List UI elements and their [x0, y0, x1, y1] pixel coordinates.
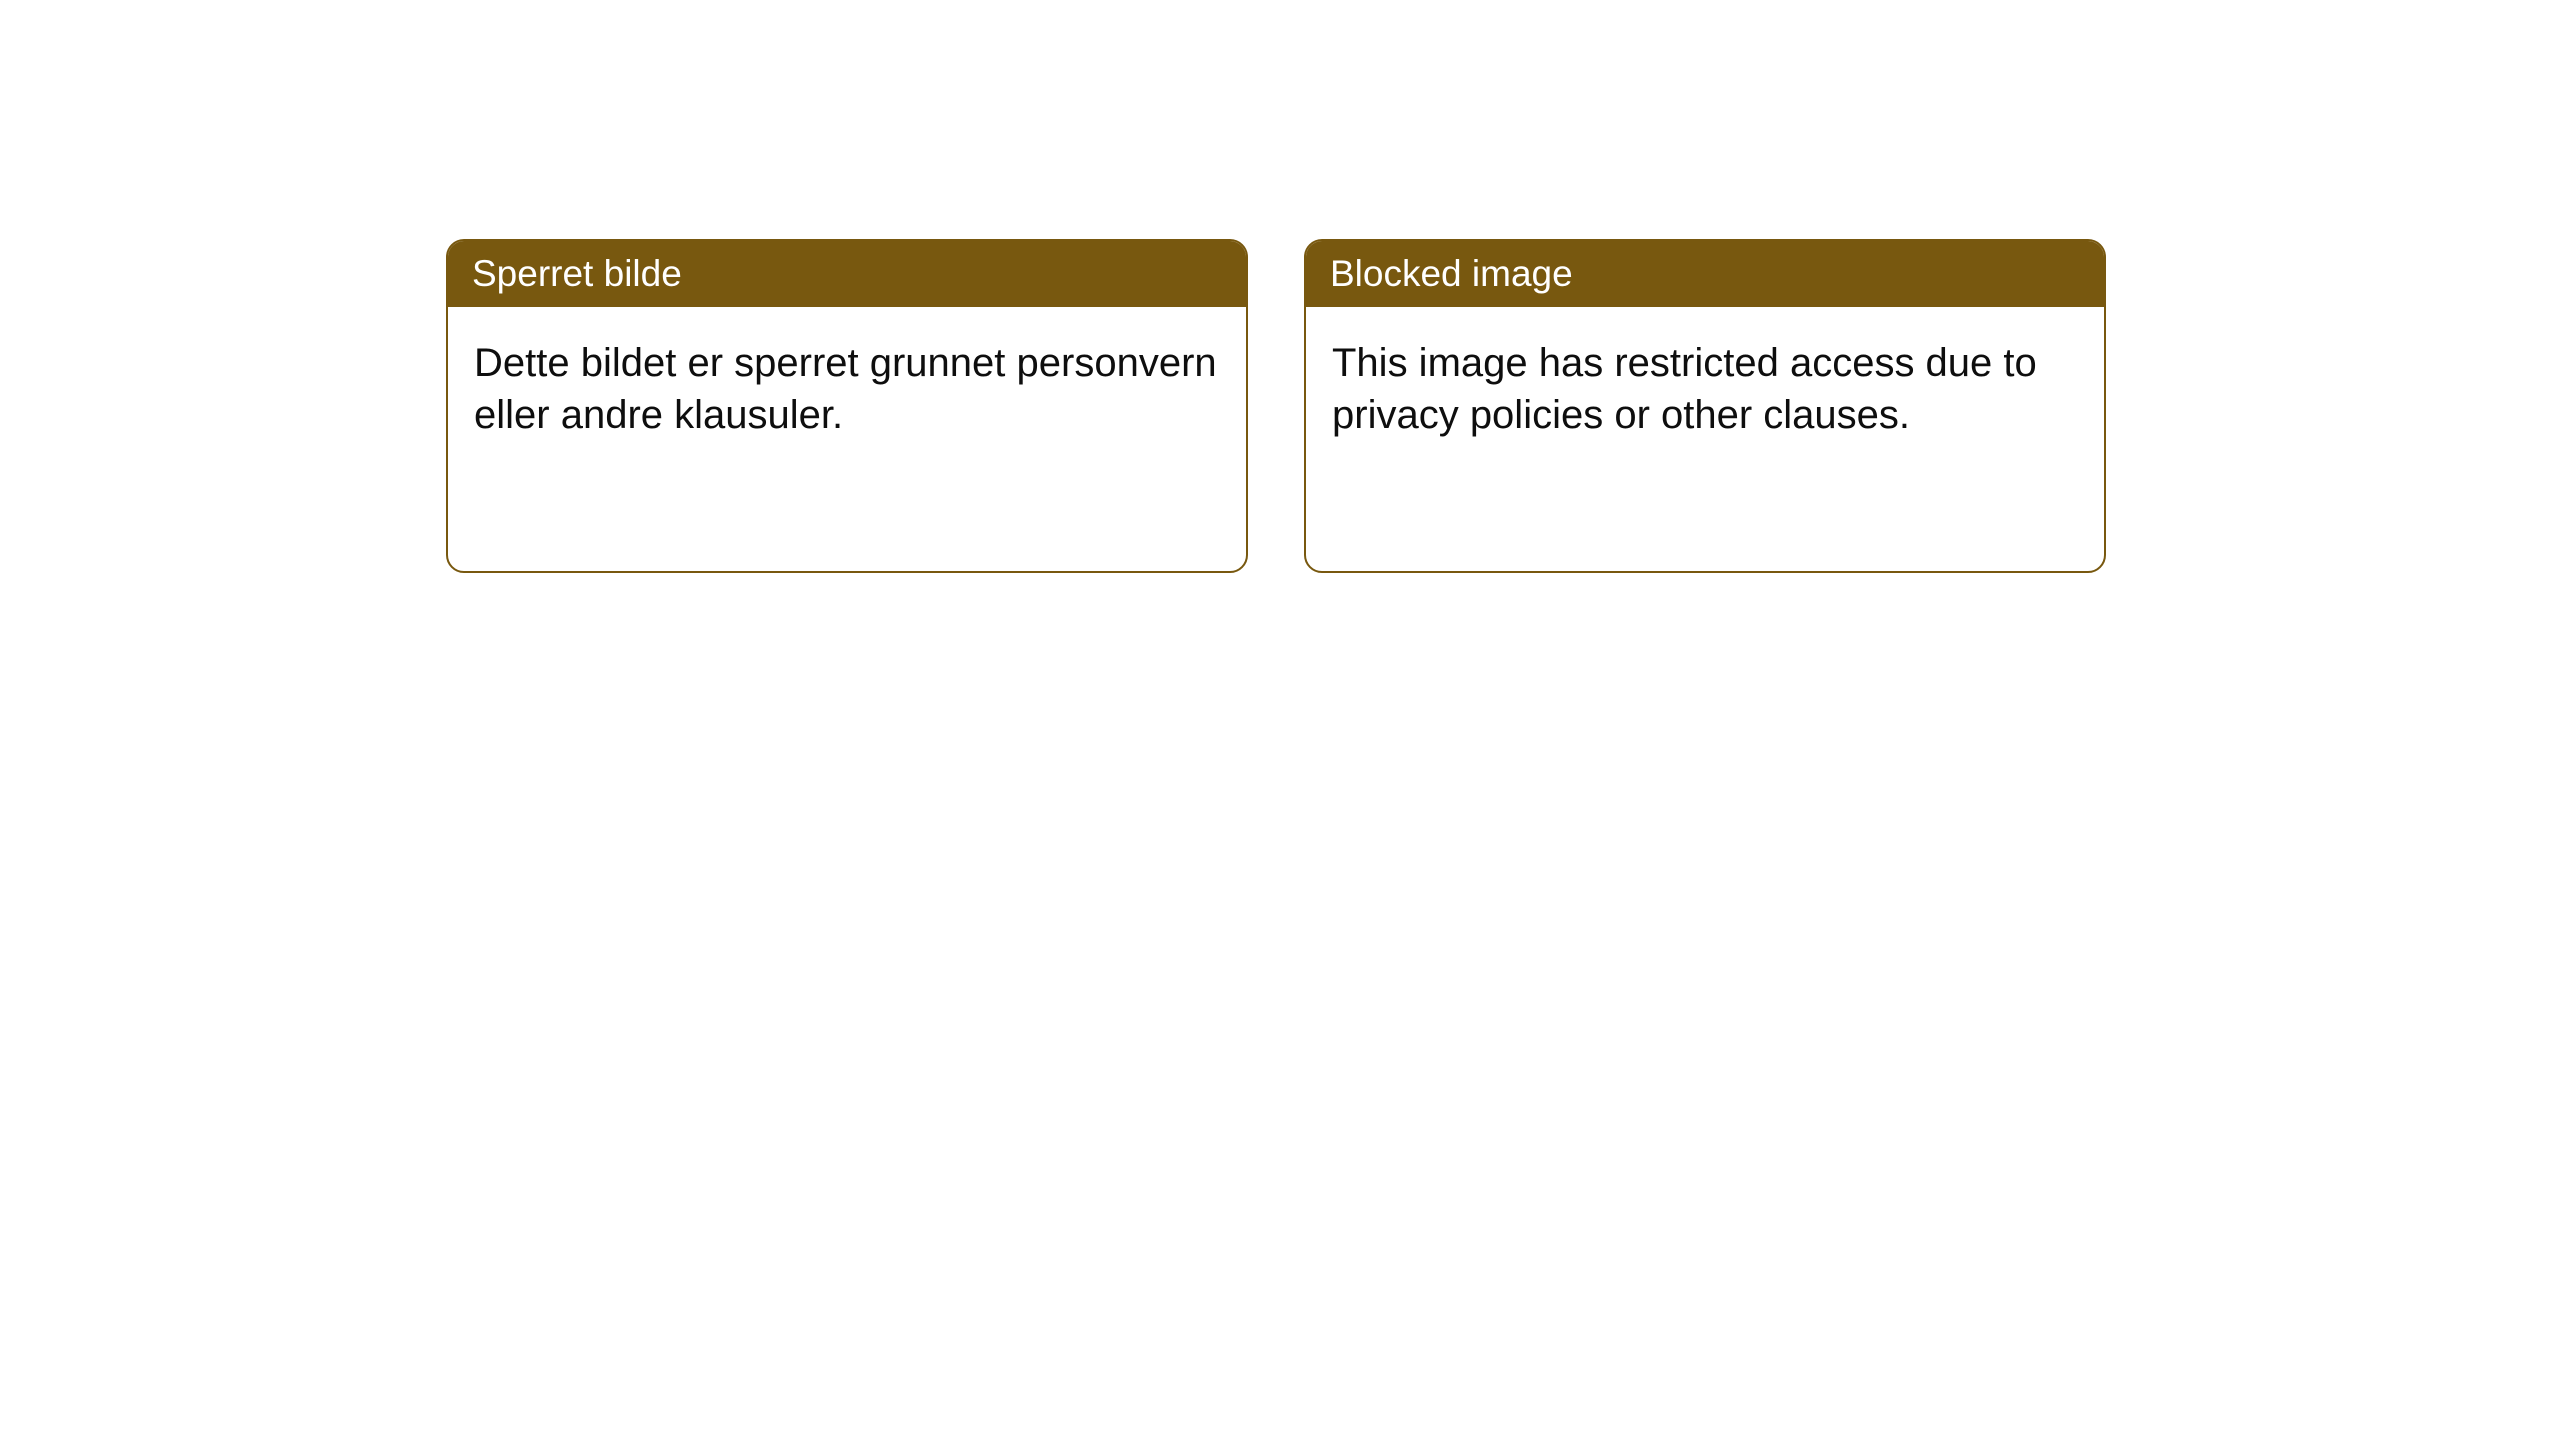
notice-body: Dette bildet er sperret grunnet personve… — [448, 307, 1246, 471]
notice-body-text: Dette bildet er sperret grunnet personve… — [474, 341, 1217, 437]
notice-body: This image has restricted access due to … — [1306, 307, 2104, 471]
notice-box-english: Blocked image This image has restricted … — [1304, 239, 2106, 573]
notice-container: Sperret bilde Dette bildet er sperret gr… — [446, 239, 2106, 573]
notice-title: Sperret bilde — [472, 253, 682, 294]
notice-title: Blocked image — [1330, 253, 1573, 294]
notice-body-text: This image has restricted access due to … — [1332, 341, 2037, 437]
notice-header: Sperret bilde — [448, 241, 1246, 307]
notice-header: Blocked image — [1306, 241, 2104, 307]
notice-box-norwegian: Sperret bilde Dette bildet er sperret gr… — [446, 239, 1248, 573]
